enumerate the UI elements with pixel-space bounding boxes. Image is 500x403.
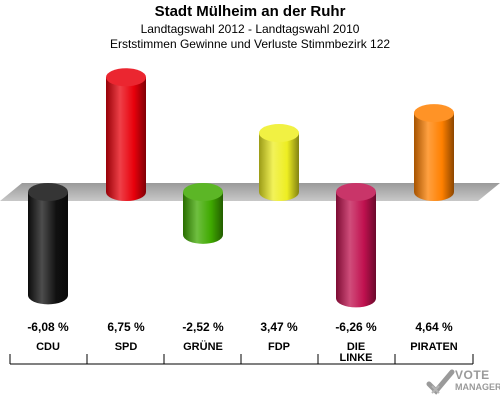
chart-title: Stadt Mülheim an der Ruhr <box>154 3 346 20</box>
category-label: PIRATEN <box>410 341 458 353</box>
category-label: GRÜNE <box>183 340 223 353</box>
value-label: -2,52 % <box>182 320 224 334</box>
vote-manager-logo <box>426 368 500 398</box>
bar-piraten <box>414 104 454 201</box>
category-label: DIE <box>347 341 365 353</box>
value-label: 3,47 % <box>260 320 298 334</box>
bar-grüne <box>183 183 223 244</box>
value-label: -6,26 % <box>335 320 377 334</box>
chart-subtitle: Landtagswahl 2012 - Landtagswahl 2010 <box>140 22 360 36</box>
bar-cdu <box>28 183 68 305</box>
value-label: 4,64 % <box>415 320 453 334</box>
value-label: 6,75 % <box>107 320 145 334</box>
bar-fdp <box>259 124 299 201</box>
category-label: CDU <box>36 341 60 353</box>
category-label: SPD <box>115 341 138 353</box>
logo-line-2: MANAGER <box>455 382 500 392</box>
category-label: LINKE <box>340 352 373 364</box>
value-label: -6,08 % <box>27 320 69 334</box>
logo-line-1: VOTE <box>455 368 490 382</box>
bar-die-linke <box>336 183 376 308</box>
category-label: FDP <box>268 341 290 353</box>
checkmark-logo-icon <box>426 369 455 395</box>
bar-spd <box>106 68 146 201</box>
chart-subtitle-2: Erststimmen Gewinne und Verluste Stimmbe… <box>109 37 391 51</box>
logo-text: VOTE MANAGER <box>455 369 500 393</box>
